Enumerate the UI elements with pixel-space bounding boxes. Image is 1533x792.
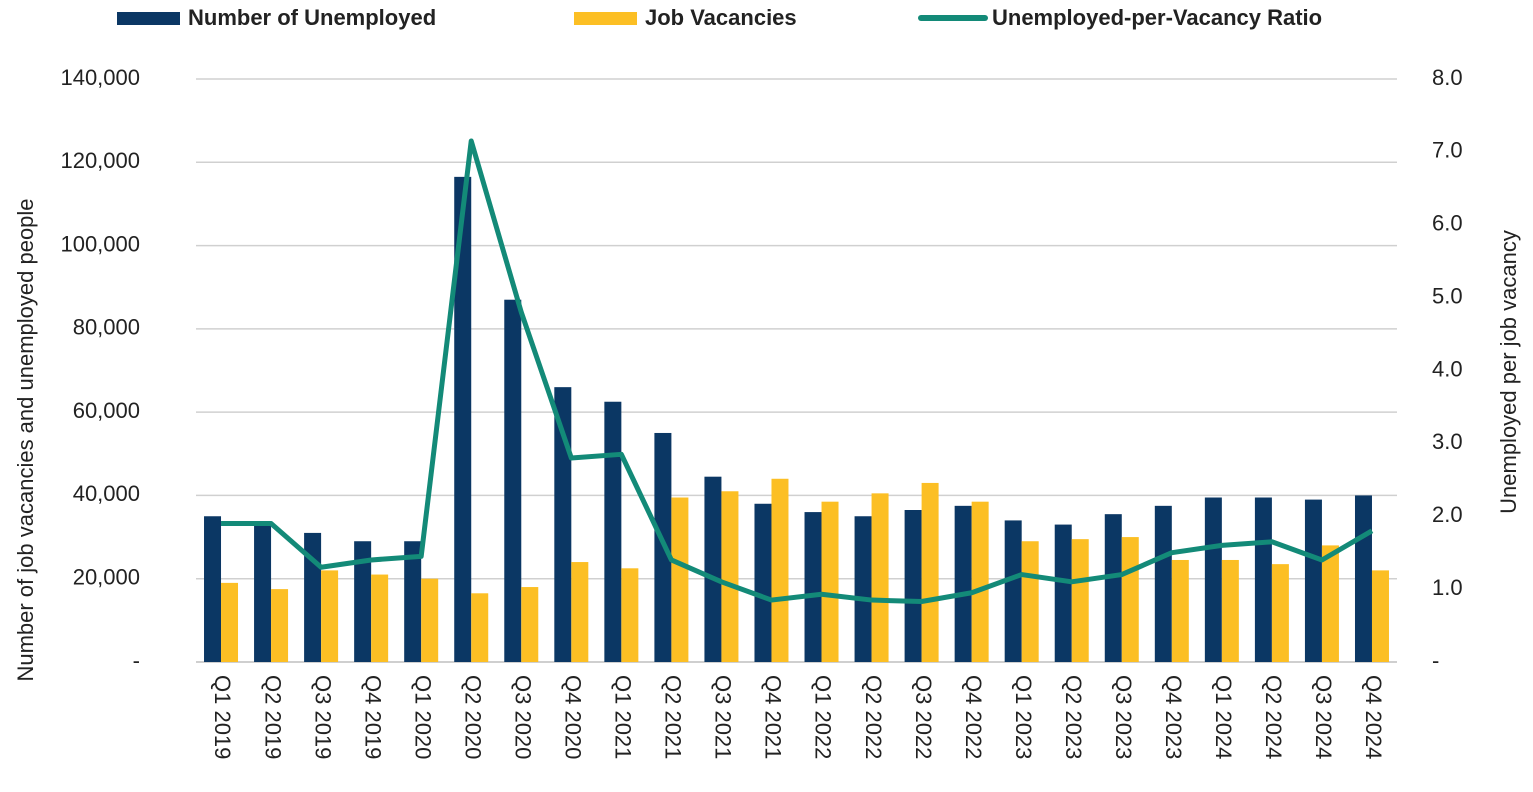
bar xyxy=(571,562,589,662)
x-tick-label: Q4 2020 xyxy=(561,675,586,759)
bar xyxy=(921,482,939,662)
bar xyxy=(904,510,922,662)
bar xyxy=(1271,564,1289,662)
bar xyxy=(1171,559,1189,662)
bar xyxy=(771,478,789,662)
bar xyxy=(1154,505,1172,662)
bar xyxy=(604,401,622,662)
x-tick-label: Q2 2024 xyxy=(1261,675,1286,759)
bar xyxy=(1071,539,1089,662)
bar xyxy=(554,387,572,662)
y2-axis-title: Unemployed per job vacancy xyxy=(1496,230,1521,514)
x-tick-label: Q3 2022 xyxy=(911,675,936,759)
bar xyxy=(471,593,489,662)
bar xyxy=(454,176,472,662)
y-tick-label: 40,000 xyxy=(73,481,140,506)
x-tick-label: Q1 2022 xyxy=(811,675,836,759)
x-tick-label: Q1 2020 xyxy=(410,675,435,759)
x-tick-label: Q2 2020 xyxy=(460,675,485,759)
bar xyxy=(971,501,989,662)
bar xyxy=(754,503,772,662)
bar xyxy=(1321,545,1339,662)
x-tick-label: Q2 2023 xyxy=(1061,675,1086,759)
bar xyxy=(271,589,289,662)
bar xyxy=(421,578,439,662)
bar xyxy=(1021,541,1039,662)
y2-tick-label: - xyxy=(1432,648,1439,673)
y-tick-label: 80,000 xyxy=(73,315,140,340)
x-tick-label: Q4 2019 xyxy=(360,675,385,759)
x-tick-label: Q3 2020 xyxy=(510,675,535,759)
x-tick-label: Q2 2022 xyxy=(861,675,886,759)
legend-label: Number of Unemployed xyxy=(188,5,436,30)
y-tick-label: 60,000 xyxy=(73,398,140,423)
x-tick-label: Q4 2024 xyxy=(1361,675,1386,759)
y-tick-label: 100,000 xyxy=(60,231,140,256)
y2-tick-label: 4.0 xyxy=(1432,356,1463,381)
bar xyxy=(1221,559,1239,662)
y2-tick-label: 6.0 xyxy=(1432,211,1463,236)
y-tick-label: 20,000 xyxy=(73,565,140,590)
x-tick-label: Q4 2022 xyxy=(961,675,986,759)
bar xyxy=(1371,570,1389,662)
x-tick-label: Q3 2021 xyxy=(711,675,736,759)
bar xyxy=(1104,514,1122,662)
x-tick-label: Q1 2023 xyxy=(1011,675,1036,759)
y2-tick-label: 7.0 xyxy=(1432,138,1463,163)
bar xyxy=(1254,497,1272,662)
x-tick-label: Q2 2019 xyxy=(260,675,285,759)
bar xyxy=(1121,537,1139,662)
bar xyxy=(1054,524,1072,662)
x-tick-label: Q3 2023 xyxy=(1111,675,1136,759)
x-tick-label: Q1 2024 xyxy=(1211,675,1236,759)
bar xyxy=(804,512,822,662)
bar xyxy=(204,516,222,662)
bar xyxy=(504,299,522,662)
x-tick-label: Q1 2021 xyxy=(611,675,636,759)
bar xyxy=(404,541,422,662)
legend-swatch xyxy=(117,12,180,25)
bar xyxy=(221,582,239,662)
bar xyxy=(354,541,372,662)
legend-label: Unemployed-per-Vacancy Ratio xyxy=(992,5,1322,30)
y2-tick-label: 1.0 xyxy=(1432,575,1463,600)
x-tick-label: Q4 2023 xyxy=(1161,675,1186,759)
bar xyxy=(521,587,539,662)
y-axis-title: Number of job vacancies and unemployed p… xyxy=(13,198,38,681)
bar xyxy=(321,570,339,662)
y-tick-label: 120,000 xyxy=(60,148,140,173)
bar xyxy=(1354,495,1372,662)
y2-tick-label: 2.0 xyxy=(1432,502,1463,527)
bar xyxy=(1304,499,1322,662)
y2-tick-label: 8.0 xyxy=(1432,65,1463,90)
bar xyxy=(621,568,639,662)
y2-tick-label: 3.0 xyxy=(1432,429,1463,454)
bar xyxy=(821,501,839,662)
x-tick-label: Q2 2021 xyxy=(661,675,686,759)
x-tick-label: Q3 2019 xyxy=(310,675,335,759)
bar xyxy=(721,491,739,662)
bar xyxy=(704,476,722,662)
y-tick-label: 140,000 xyxy=(60,65,140,90)
x-tick-label: Q1 2019 xyxy=(210,675,235,759)
y-tick-label: - xyxy=(133,648,140,673)
legend-label: Job Vacancies xyxy=(645,5,797,30)
bar xyxy=(854,516,872,662)
bar xyxy=(254,524,272,662)
bar xyxy=(371,574,389,662)
bar xyxy=(1004,520,1022,662)
ratio-line xyxy=(221,138,1374,605)
bar xyxy=(671,497,689,662)
bar xyxy=(1204,497,1222,662)
x-tick-label: Q4 2021 xyxy=(761,675,786,759)
bar xyxy=(871,493,889,662)
x-tick-label: Q3 2024 xyxy=(1311,675,1336,759)
y2-tick-label: 5.0 xyxy=(1432,283,1463,308)
bar xyxy=(954,505,972,662)
legend-swatch xyxy=(574,12,637,25)
